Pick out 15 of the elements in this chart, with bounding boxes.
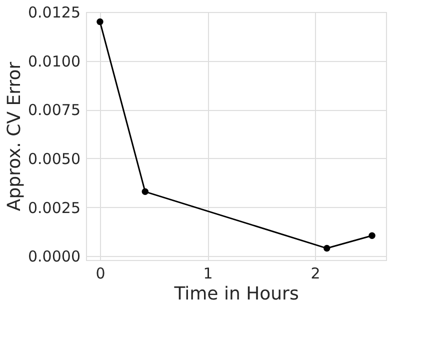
y-tick-label: 0.0050	[28, 150, 80, 168]
y-tick-label: 0.0125	[28, 4, 80, 22]
x-axis-title: Time in Hours	[173, 284, 299, 304]
y-tick-label: 0.0025	[28, 198, 80, 217]
y-tick-label: 0.0100	[28, 52, 80, 70]
y-axis-title: Approx. CV Error	[4, 61, 26, 212]
x-tick-label: 1	[203, 264, 213, 282]
point	[324, 244, 330, 252]
x-tick-label: 2	[310, 264, 320, 282]
point	[368, 232, 376, 239]
x-tick-label: 0	[96, 264, 106, 282]
point	[142, 188, 148, 195]
y-tick-label: 0.0075	[28, 101, 80, 120]
y-tick-label: 0.0000	[28, 248, 80, 266]
point	[96, 18, 104, 26]
